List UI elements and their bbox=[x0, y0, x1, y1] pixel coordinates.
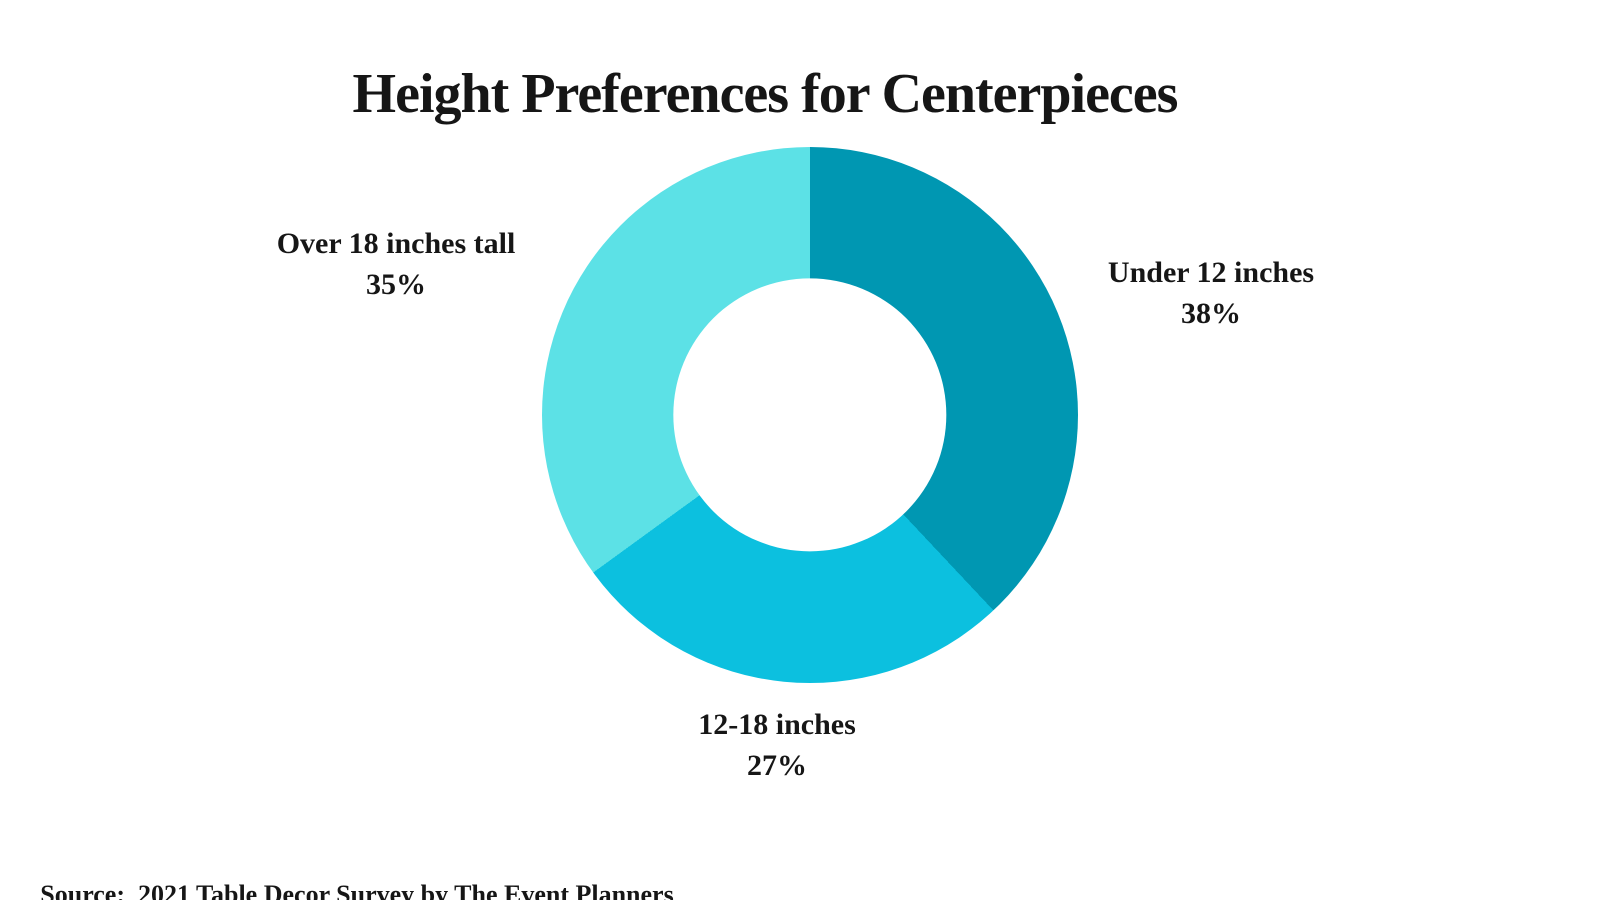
donut-chart bbox=[542, 147, 1078, 683]
slice-label-12-18-inches-value: 27% bbox=[747, 749, 807, 782]
slice-label-over-18-inches-tall-text: Over 18 inches tall bbox=[276, 227, 516, 260]
slice-label-over-18-inches-tall-value: 35% bbox=[366, 268, 426, 301]
chart-title: Height Preferences for Centerpieces bbox=[352, 62, 1179, 125]
slice-label-under-12-inches: Under 12 inches 38% bbox=[991, 252, 1431, 334]
slice-label-12-18-inches: 12-18 inches 27% bbox=[557, 704, 997, 786]
slice-label-over-18-inches-tall: Over 18 inches tall 35% bbox=[176, 223, 616, 305]
slice-label-under-12-inches-text: Under 12 inches bbox=[1107, 256, 1315, 289]
slice-label-under-12-inches-value: 38% bbox=[1181, 297, 1241, 330]
slice-label-12-18-inches-text: 12-18 inches bbox=[698, 708, 856, 741]
donut-hole bbox=[673, 278, 947, 552]
source-credit: Source: 2021 Table Decor Survey by The E… bbox=[12, 795, 702, 900]
source-credit-line-1: Source: 2021 Table Decor Survey by The E… bbox=[40, 880, 674, 900]
